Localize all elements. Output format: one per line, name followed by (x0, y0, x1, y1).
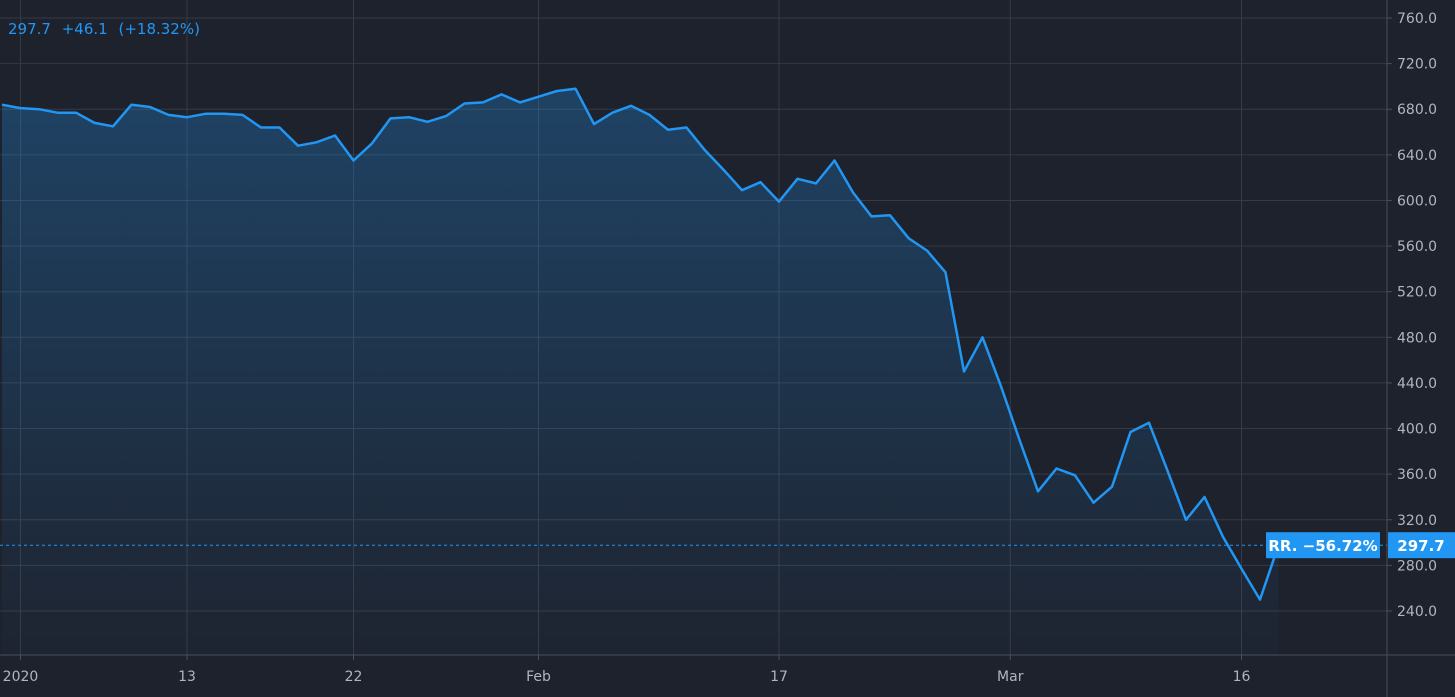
y-tick-label: 680.0 (1397, 102, 1437, 118)
y-tick-label: 720.0 (1397, 57, 1437, 73)
y-tick-label: 600.0 (1397, 193, 1437, 209)
price-line-series (1, 87, 1280, 601)
legend-last-value: 297.7 (8, 20, 51, 38)
y-tick-label: 240.0 (1397, 604, 1437, 620)
x-tick-label: 16 (1233, 669, 1251, 685)
y-tick-label: 480.0 (1397, 330, 1437, 346)
y-tick-label: 640.0 (1397, 148, 1437, 164)
series-label-box (1266, 532, 1380, 559)
y-tick-label: 280.0 (1397, 558, 1437, 574)
x-tick-label: Mar (997, 669, 1024, 685)
x-tick-label: 2020 (3, 669, 39, 685)
y-tick-label: 320.0 (1397, 513, 1437, 529)
y-tick-label: 520.0 (1397, 285, 1437, 301)
y-tick-label: 360.0 (1397, 467, 1437, 483)
price-label-box (1388, 532, 1455, 559)
chart-legend: 297.7 +46.1 (+18.32%) (8, 20, 206, 38)
x-tick-label: Feb (526, 669, 551, 685)
x-tick-label: 22 (345, 669, 363, 685)
x-tick-label: 17 (770, 669, 788, 685)
x-tick-label: 13 (178, 669, 196, 685)
legend-change: +46.1 (61, 20, 108, 38)
area-fill (2, 88, 1279, 655)
price-label-text: 297.7 (1397, 537, 1444, 555)
y-tick-label: 560.0 (1397, 239, 1437, 255)
series-label-text: RR. −56.72% (1268, 537, 1377, 555)
y-tick-label: 400.0 (1397, 422, 1437, 438)
legend-change-percent: (+18.32%) (118, 20, 200, 38)
y-tick-label: 440.0 (1397, 376, 1437, 392)
y-tick-label: 760.0 (1397, 11, 1437, 27)
